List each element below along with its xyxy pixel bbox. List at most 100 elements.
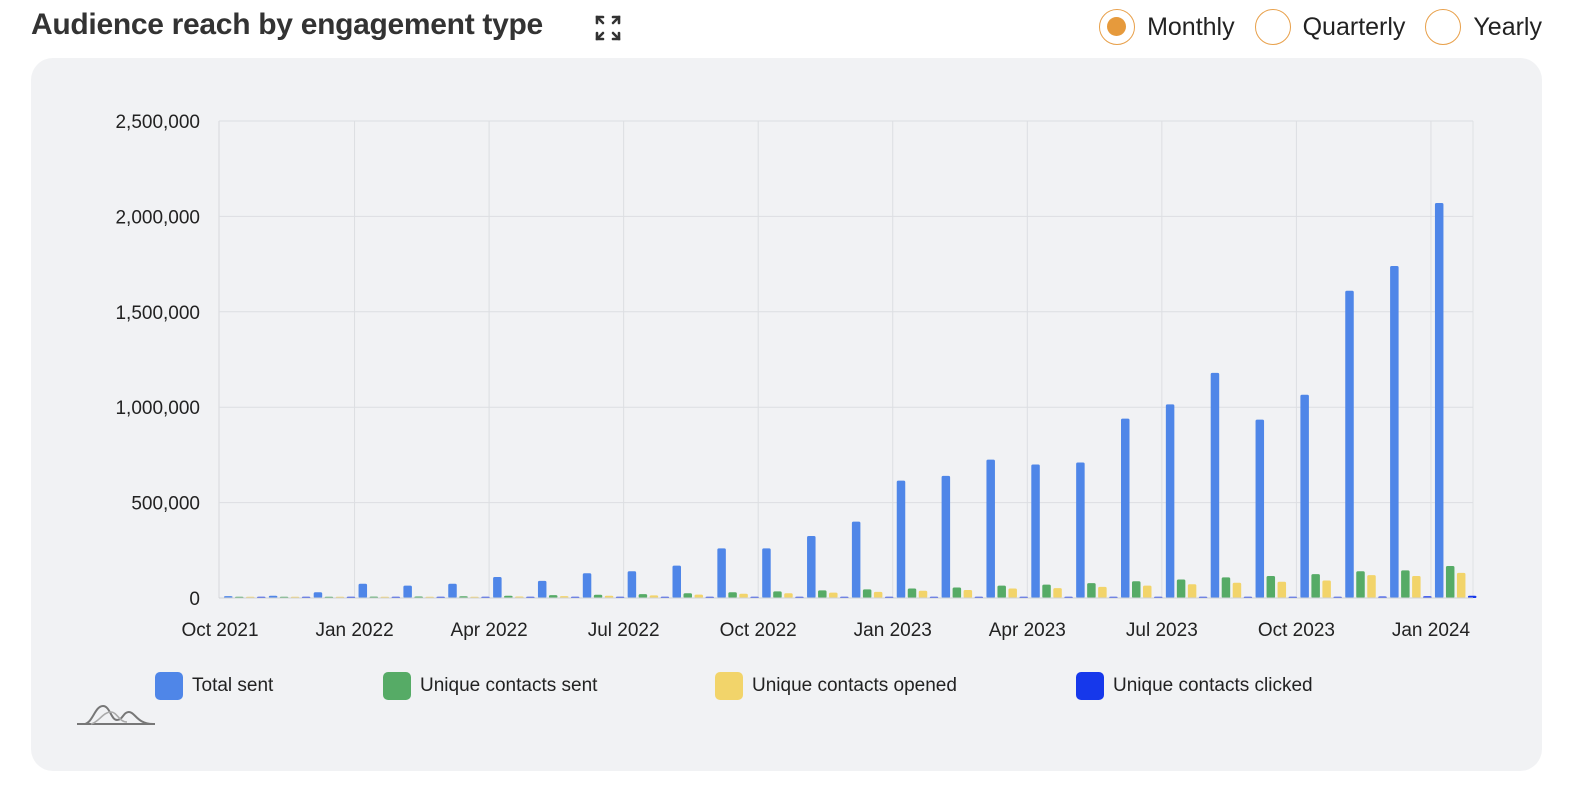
bar-unique-contacts-opened-dec-2022 [873,591,883,598]
legend-label-unique-contacts-clicked: Unique contacts clicked [1113,675,1313,696]
bar-unique-contacts-sent-jan-2023 [907,588,917,598]
bar-total-sent-sep-2022 [717,548,726,598]
bar-total-sent-feb-2022 [403,585,412,598]
expand-icon[interactable] [593,13,623,43]
radio-monthly-label: Monthly [1147,12,1235,41]
bar-unique-contacts-sent-dec-2023 [1401,570,1410,598]
bar-unique-contacts-opened-feb-2023 [963,589,973,598]
x-tick-label-jul-2023: Jul 2023 [1126,620,1198,641]
bar-unique-contacts-opened-sep-2023 [1277,581,1287,598]
bar-total-sent-apr-2023 [1031,464,1040,598]
bar-unique-contacts-sent-jul-2023 [1176,579,1186,598]
chart-panel [31,58,1542,771]
chart-title: Audience reach by engagement type [31,8,543,41]
bar-unique-contacts-sent-nov-2023 [1356,571,1365,598]
bar-total-sent-aug-2022 [672,565,681,598]
bar-unique-contacts-opened-oct-2023 [1322,580,1331,598]
radio-quarterly[interactable]: Quarterly [1254,9,1406,45]
bar-unique-contacts-sent-jan-2024 [1445,565,1455,598]
bar-total-sent-oct-2023 [1300,394,1309,598]
y-tick-label: 2,000,000 [115,207,200,228]
bar-total-sent-jun-2022 [582,573,592,598]
bar-unique-contacts-sent-nov-2022 [818,590,827,598]
bar-total-sent-oct-2022 [762,548,771,598]
bar-unique-contacts-sent-apr-2023 [1042,584,1051,598]
bar-unique-contacts-sent-feb-2023 [952,587,962,598]
bar-unique-contacts-opened-oct-2022 [784,593,793,598]
bar-unique-contacts-opened-jul-2023 [1187,584,1197,598]
bar-unique-contacts-opened-sep-2022 [739,593,748,598]
bar-unique-contacts-sent-jul-2022 [638,594,648,598]
bar-unique-contacts-opened-jan-2023 [918,590,928,598]
bar-unique-contacts-sent-aug-2023 [1221,577,1231,598]
radio-quarterly-circle[interactable] [1254,9,1291,45]
x-tick-label-apr-2022: Apr 2022 [451,620,528,641]
bar-unique-contacts-sent-oct-2023 [1311,574,1320,598]
x-tick-label-jan-2023: Jan 2023 [854,620,932,641]
bar-unique-contacts-clicked-jan-2024 [1467,595,1477,598]
bar-total-sent-jan-2024 [1434,203,1444,598]
bar-unique-contacts-opened-apr-2023 [1053,588,1062,598]
legend-item-unique-contacts-sent[interactable]: Unique contacts sent [383,672,597,700]
bar-total-sent-dec-2021 [313,592,323,598]
bar-chart: 0 500,000 1,000,000 1,500,000 2,000,000 2,500… [115,112,1477,641]
bar-unique-contacts-opened-dec-2023 [1412,576,1421,598]
bar-total-sent-mar-2022 [448,583,457,598]
bar-total-sent-nov-2023 [1345,290,1354,598]
radio-quarterly-label: Quarterly [1302,12,1406,41]
bar-total-sent-may-2023 [1076,462,1085,598]
bar-total-sent-may-2022 [537,580,547,598]
bar-unique-contacts-opened-mar-2023 [1008,588,1017,598]
bar-unique-contacts-sent-mar-2023 [997,585,1006,598]
bar-total-sent-dec-2022 [851,521,861,598]
y-tick-label: 2,500,000 [115,112,200,133]
legend-label-unique-contacts-opened: Unique contacts opened [752,675,957,696]
x-tick-label-jul-2022: Jul 2022 [588,620,660,641]
bar-total-sent-sep-2023 [1255,419,1265,598]
bar-total-sent-jun-2023 [1121,418,1130,598]
y-tick-label: 1,500,000 [115,303,200,324]
legend-swatch-unique-contacts-sent [383,672,411,700]
bar-unique-contacts-opened-may-2023 [1098,586,1107,598]
x-tick-label-apr-2023: Apr 2023 [989,620,1066,641]
bar-unique-contacts-sent-oct-2022 [773,591,782,598]
bar-unique-contacts-sent-may-2022 [548,595,558,598]
bar-unique-contacts-sent-jun-2022 [593,594,603,598]
bar-total-sent-dec-2023 [1390,266,1399,598]
bar-unique-contacts-opened-aug-2023 [1232,582,1242,598]
bar-unique-contacts-opened-jun-2023 [1143,585,1152,598]
bar-unique-contacts-sent-apr-2022 [504,595,513,598]
x-tick-label-oct-2022: Oct 2022 [720,620,797,641]
radio-yearly-label: Yearly [1473,12,1542,41]
y-tick-label: 500,000 [131,494,200,515]
bar-unique-contacts-opened-jul-2022 [649,595,659,598]
x-tick-label-oct-2023: Oct 2023 [1258,620,1335,641]
bar-total-sent-feb-2023 [941,475,951,598]
legend-item-unique-contacts-clicked[interactable]: Unique contacts clicked [1076,672,1313,700]
period-selector: Monthly Quarterly Yearly [1099,6,1542,48]
bar-unique-contacts-sent-sep-2022 [728,592,737,598]
radio-monthly-circle[interactable] [1099,9,1136,45]
legend-swatch-unique-contacts-clicked [1076,672,1104,700]
bar-total-sent-jul-2022 [627,571,637,598]
radio-yearly[interactable]: Yearly [1425,9,1542,45]
legend-label-total-sent: Total sent [192,675,274,696]
legend-label-unique-contacts-sent: Unique contacts sent [420,675,598,696]
radio-monthly[interactable]: Monthly [1099,9,1235,45]
bar-total-sent-nov-2021 [268,595,278,598]
bar-unique-contacts-opened-nov-2022 [829,592,838,598]
bar-unique-contacts-sent-sep-2023 [1266,576,1276,598]
legend-item-unique-contacts-opened[interactable]: Unique contacts opened [715,672,957,700]
bar-total-sent-jul-2023 [1165,404,1175,598]
bar-total-sent-jan-2023 [896,480,906,598]
bar-unique-contacts-sent-aug-2022 [683,593,692,598]
legend-swatch-unique-contacts-opened [715,672,743,700]
bar-total-sent-jan-2022 [358,583,368,598]
x-tick-label-jan-2022: Jan 2022 [315,620,393,641]
bar-total-sent-mar-2023 [986,459,995,598]
bar-unique-contacts-sent-jun-2023 [1132,581,1141,598]
bar-unique-contacts-opened-aug-2022 [694,594,703,598]
radio-yearly-circle[interactable] [1425,9,1462,45]
bar-total-sent-nov-2022 [807,535,816,598]
legend-item-total-sent[interactable]: Total sent [155,672,273,700]
